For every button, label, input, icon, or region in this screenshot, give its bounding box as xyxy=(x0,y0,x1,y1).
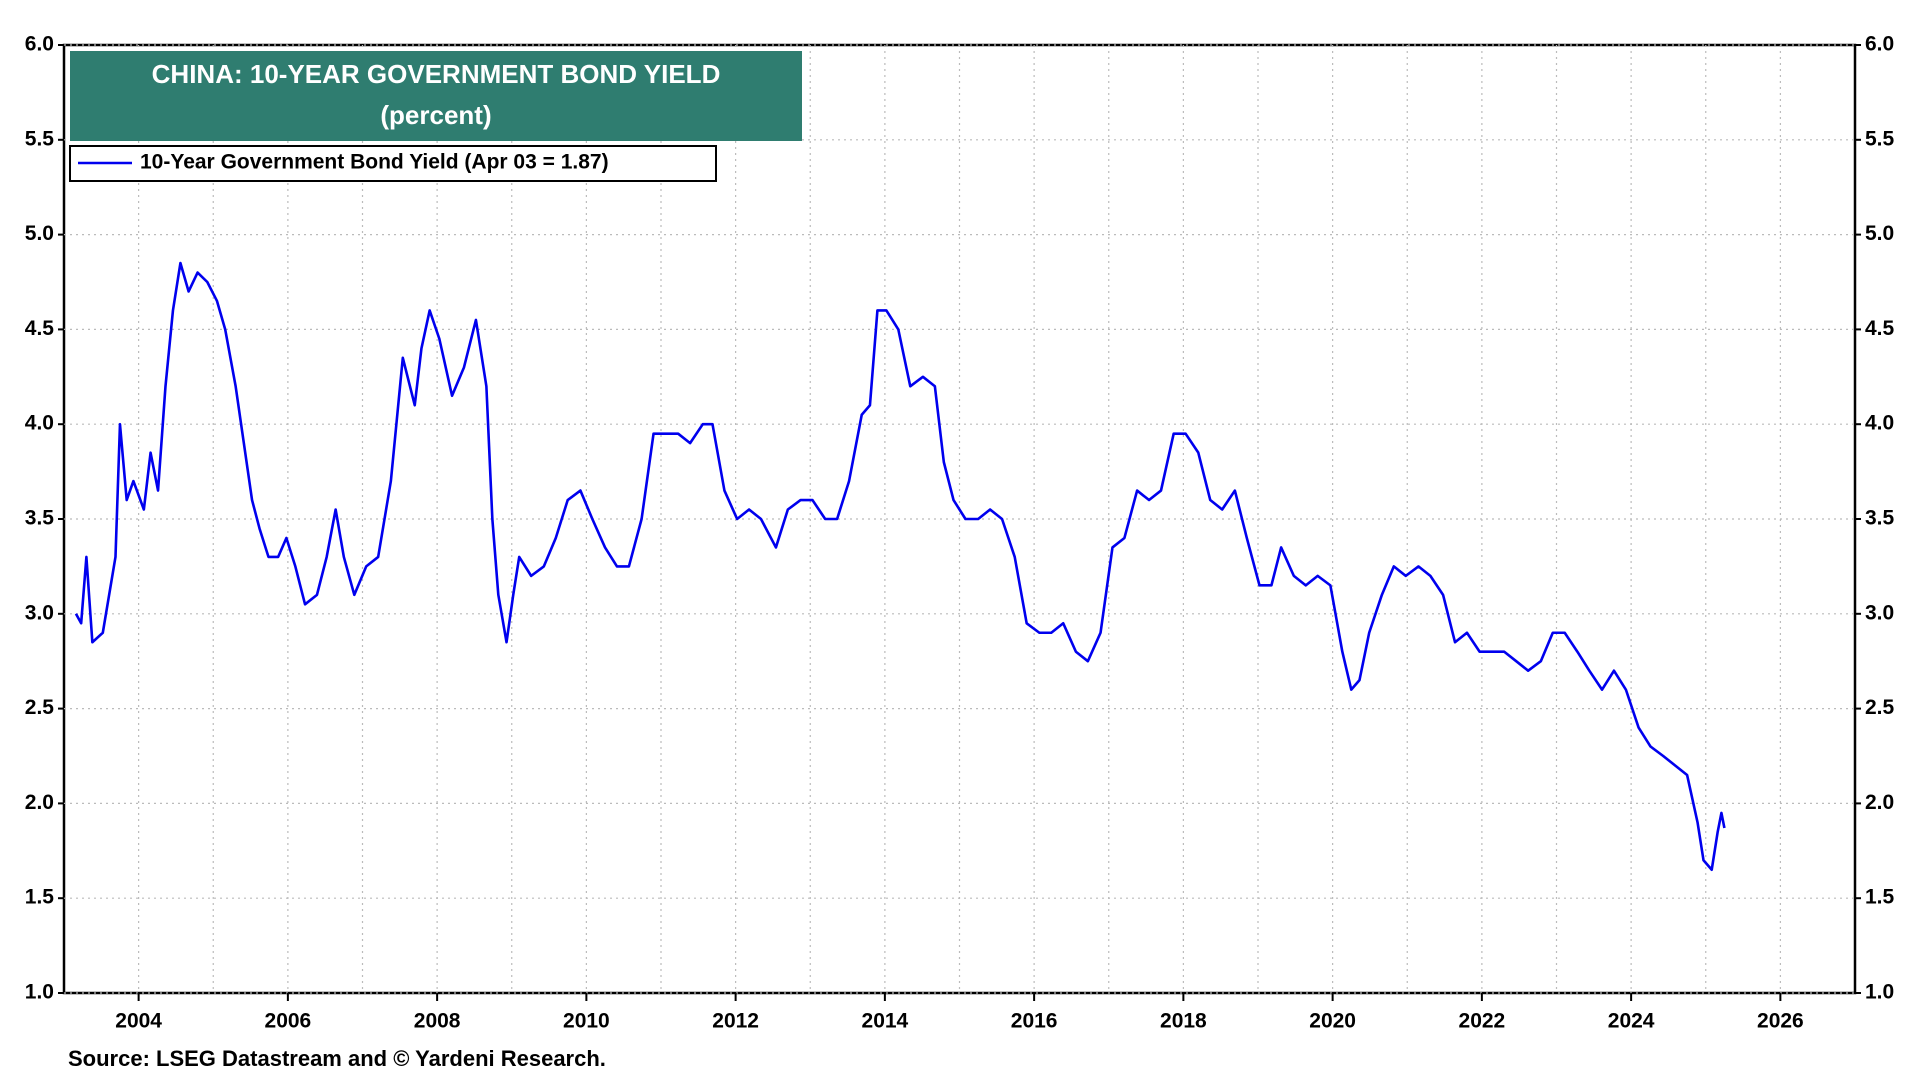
x-tick-label: 2008 xyxy=(414,1010,461,1033)
chart-title: CHINA: 10-YEAR GOVERNMENT BOND YIELD xyxy=(152,59,721,89)
x-tick-label: 2022 xyxy=(1459,1010,1506,1033)
y-tick-label: 5.5 xyxy=(25,127,55,150)
y2-tick-label: 4.5 xyxy=(1865,317,1895,340)
y2-tick-label: 3.0 xyxy=(1865,601,1894,624)
data-line xyxy=(74,261,1726,872)
y-tick-label: 1.0 xyxy=(25,981,54,1004)
y2-tick-label: 1.0 xyxy=(1865,981,1894,1004)
legend-label: 10-Year Government Bond Yield (Apr 03 = … xyxy=(140,151,609,174)
x-tick-label: 2004 xyxy=(115,1010,162,1033)
y-tick-label: 3.5 xyxy=(25,507,55,530)
y-tick-label: 1.5 xyxy=(25,886,55,909)
y-tick-label: 3.0 xyxy=(25,601,54,624)
y2-tick-label: 1.5 xyxy=(1865,886,1895,909)
y2-tick-label: 2.5 xyxy=(1865,696,1895,719)
y-tick-label: 5.0 xyxy=(25,222,54,245)
y2-tick-label: 4.0 xyxy=(1865,412,1894,435)
y-tick-label: 6.0 xyxy=(25,33,54,56)
y2-tick-label: 6.0 xyxy=(1865,33,1894,56)
x-tick-label: 2012 xyxy=(712,1010,759,1033)
title-box xyxy=(70,51,802,141)
x-tick-label: 2020 xyxy=(1309,1010,1356,1033)
y2-tick-label: 5.5 xyxy=(1865,127,1895,150)
y-tick-label: 2.0 xyxy=(25,791,54,814)
source-note: Source: LSEG Datastream and © Yardeni Re… xyxy=(68,1046,606,1071)
x-tick-label: 2016 xyxy=(1011,1010,1058,1033)
legend-box xyxy=(69,145,717,182)
x-tick-label: 2010 xyxy=(563,1010,610,1033)
y2-tick-label: 2.0 xyxy=(1865,791,1894,814)
x-tick-label: 2006 xyxy=(265,1010,312,1033)
y2-tick-label: 3.5 xyxy=(1865,507,1895,530)
x-tick-label: 2014 xyxy=(862,1010,909,1033)
lines xyxy=(74,261,1726,872)
y-tick-label: 4.5 xyxy=(25,317,55,340)
y-tick-label: 4.0 xyxy=(25,412,54,435)
x-tick-label: 2018 xyxy=(1160,1010,1207,1033)
x-tick-label: 2026 xyxy=(1757,1010,1804,1033)
chart-subtitle: (percent) xyxy=(380,100,491,130)
y-tick-label: 2.5 xyxy=(25,696,55,719)
y2-tick-label: 5.0 xyxy=(1865,222,1894,245)
x-tick-label: 2024 xyxy=(1608,1010,1655,1033)
grid xyxy=(64,44,1855,994)
